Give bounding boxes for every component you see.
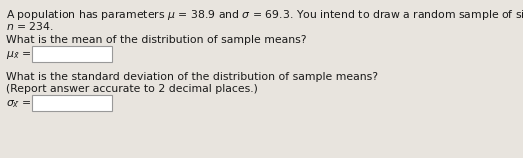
FancyBboxPatch shape [32,95,112,111]
Text: What is the standard deviation of the distribution of sample means?: What is the standard deviation of the di… [6,72,378,82]
Text: $\mu_{\bar{x}}$ =: $\mu_{\bar{x}}$ = [6,49,31,61]
Text: $n$ = 234.: $n$ = 234. [6,20,54,32]
Text: $\sigma_{\bar{x}}$ =: $\sigma_{\bar{x}}$ = [6,98,31,110]
Text: A population has parameters $\mu$ = 38.9 and $\sigma$ = 69.3. You intend to draw: A population has parameters $\mu$ = 38.9… [6,8,523,22]
Text: (Report answer accurate to 2 decimal places.): (Report answer accurate to 2 decimal pla… [6,84,258,94]
Text: What is the mean of the distribution of sample means?: What is the mean of the distribution of … [6,35,306,45]
FancyBboxPatch shape [32,46,112,62]
